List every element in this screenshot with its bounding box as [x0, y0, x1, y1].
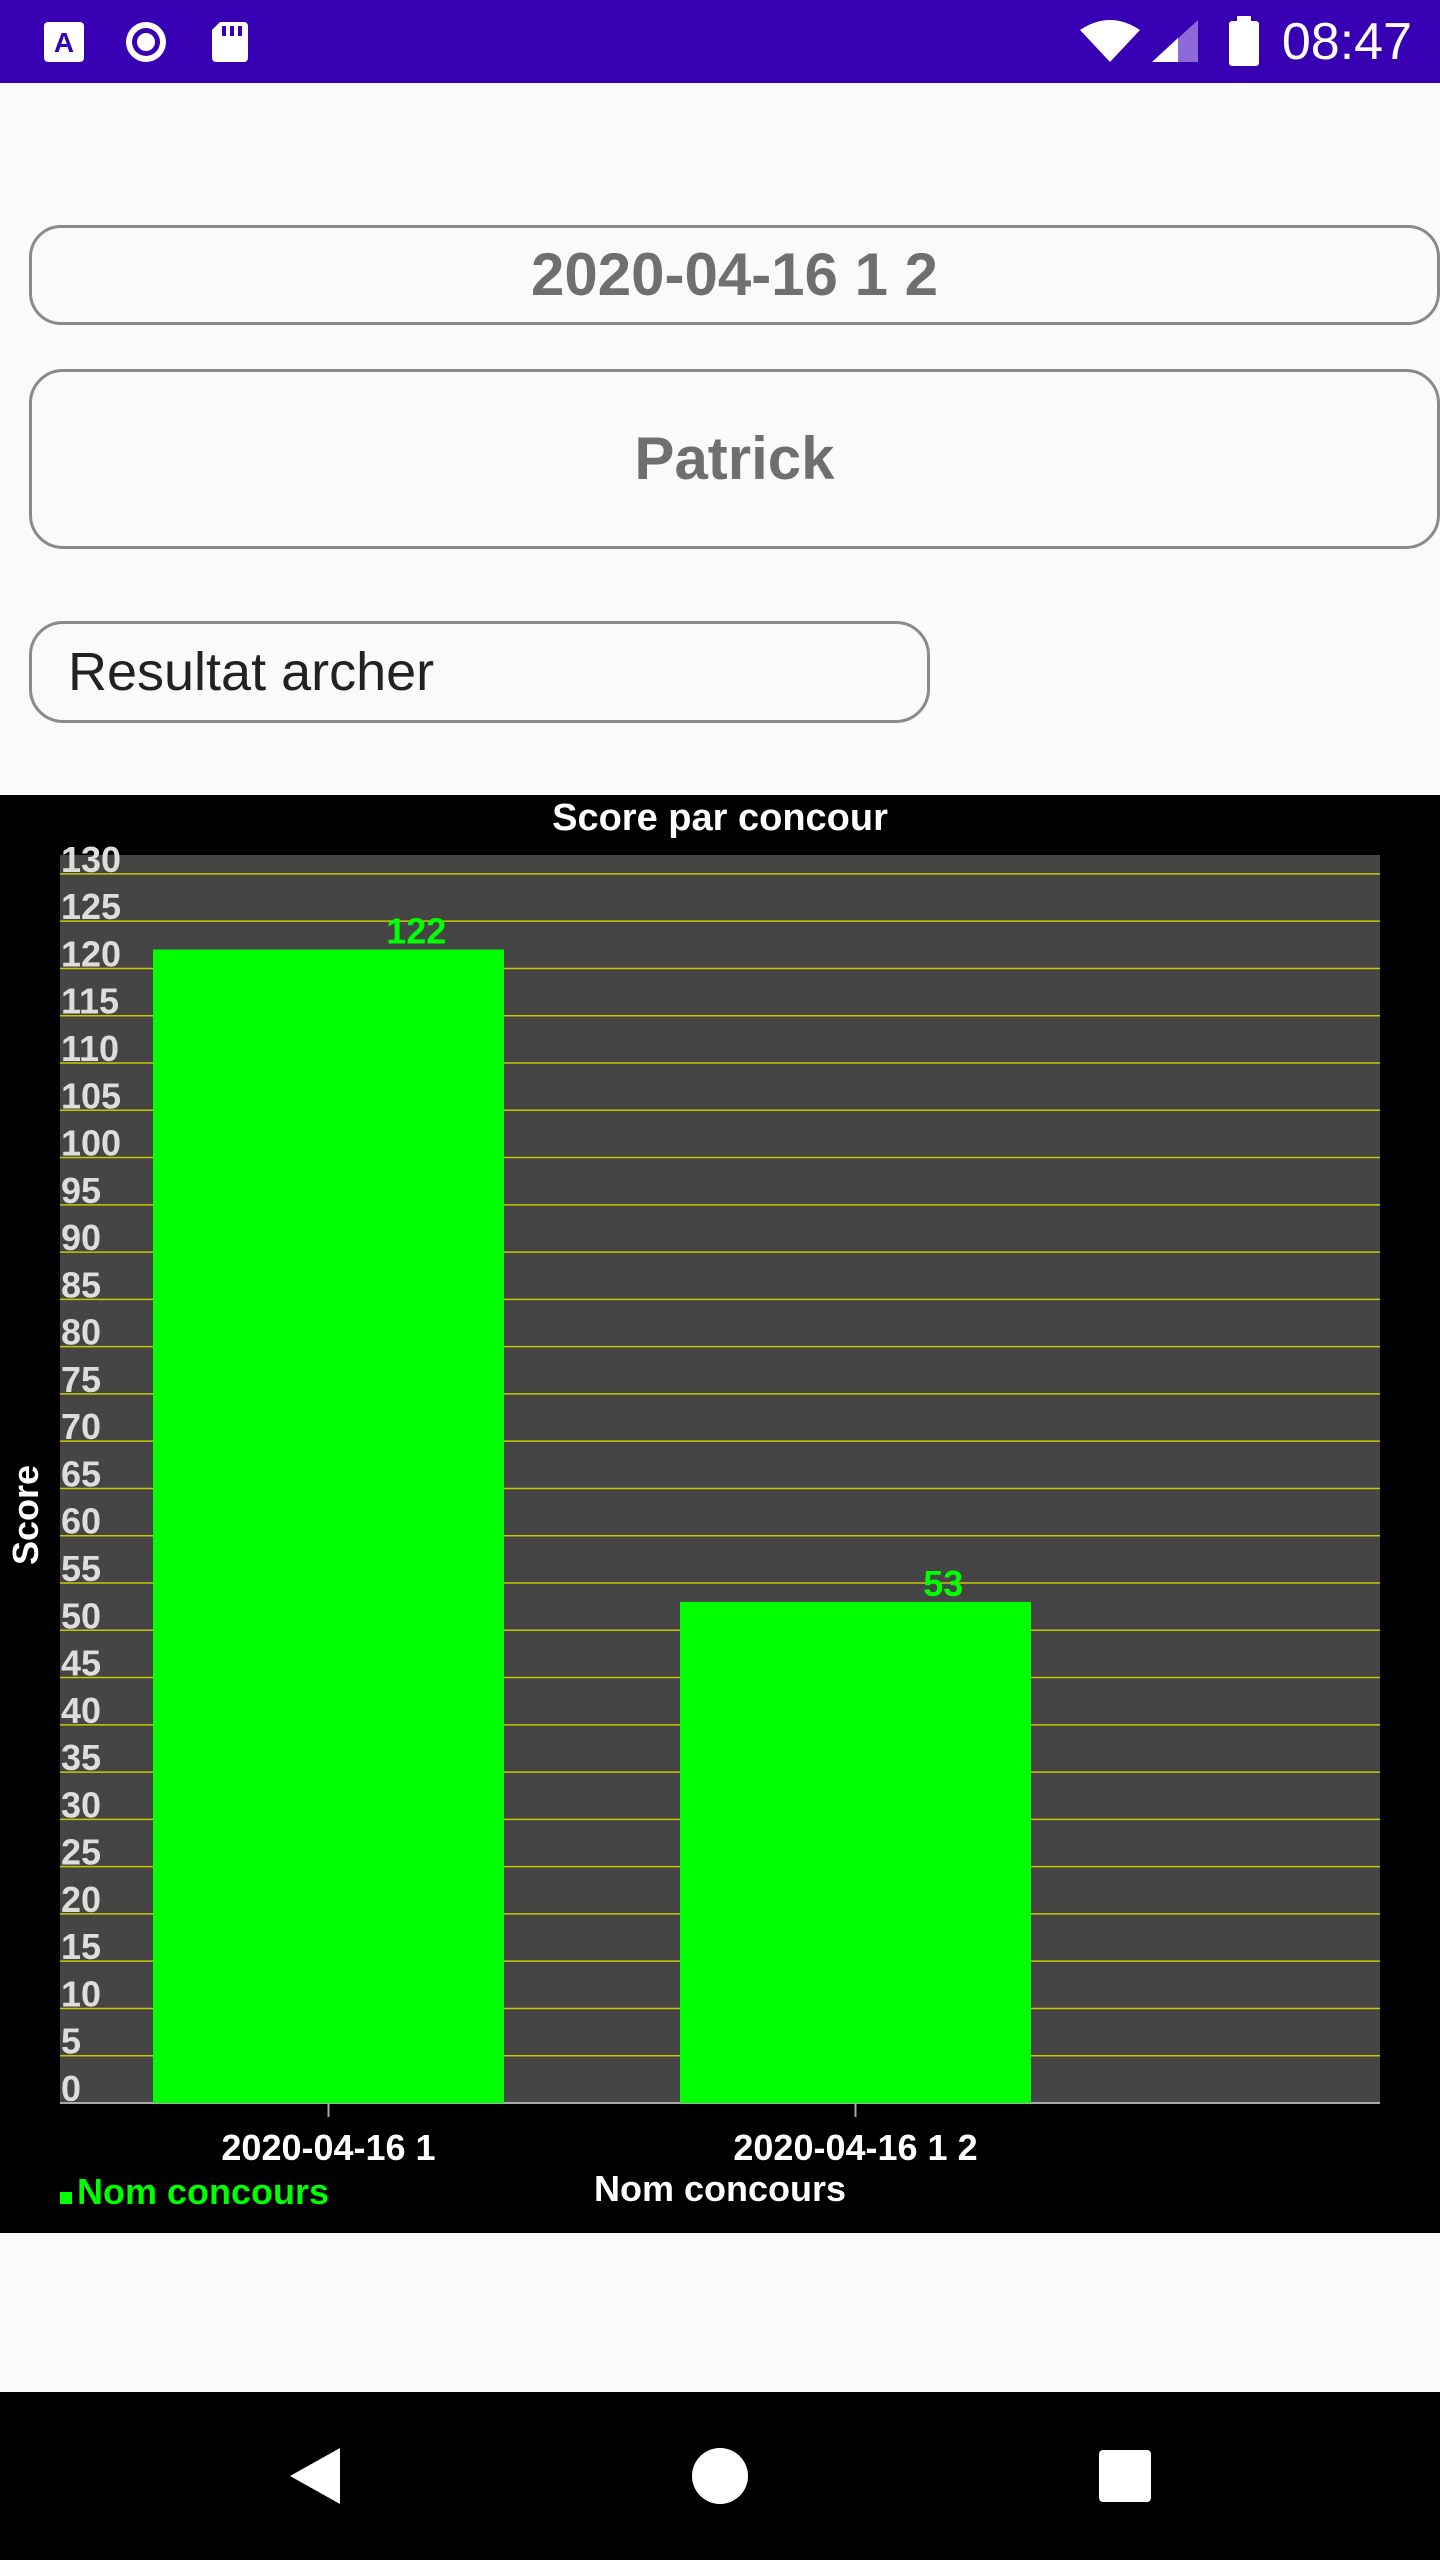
x-tick-label: 2020-04-16 1	[221, 2127, 435, 2168]
y-tick-label: 65	[61, 1453, 101, 1494]
bar	[680, 1601, 1031, 2103]
bar	[153, 949, 504, 2104]
bar-chart-svg: Score par concour 0 5 10 15 20 25 30 35 40 45 50 55 6…	[5, 797, 1380, 2212]
legend-swatch	[60, 2192, 72, 2204]
navigation-bar	[0, 2392, 1440, 2560]
y-tick-label: 35	[61, 1737, 101, 1778]
chart-title: Score par concour	[552, 797, 888, 839]
back-icon[interactable]	[278, 2436, 358, 2516]
y-tick-label: 105	[61, 1075, 121, 1116]
y-tick-label: 50	[61, 1595, 101, 1636]
y-tick-label: 30	[61, 1784, 101, 1825]
cell-signal-icon	[1152, 20, 1198, 62]
x-axis-label: Nom concours	[594, 2168, 846, 2209]
y-tick-label: 0	[61, 2068, 81, 2109]
y-tick-label: 15	[61, 1926, 101, 1967]
home-icon[interactable]	[680, 2436, 760, 2516]
y-tick-label: 80	[61, 1312, 101, 1353]
y-tick-label: 75	[61, 1359, 101, 1400]
y-axis-label: Score	[5, 1465, 46, 1565]
score-chart: Score par concour 0 5 10 15 20 25 30 35 40 45 50 55 6…	[0, 795, 1440, 2233]
svg-text:A: A	[54, 27, 74, 58]
y-tick-label: 20	[61, 1879, 101, 1920]
y-tick-label: 125	[61, 886, 121, 927]
battery-icon	[1229, 16, 1259, 66]
y-tick-label: 10	[61, 1973, 101, 2014]
legend-label: Nom concours	[77, 2171, 329, 2212]
y-tick-label: 120	[61, 933, 121, 974]
recents-icon[interactable]	[1085, 2436, 1165, 2516]
y-tick-label: 85	[61, 1264, 101, 1305]
y-tick-label: 40	[61, 1690, 101, 1731]
archer-field[interactable]: Patrick	[29, 369, 1440, 549]
wifi-icon	[1080, 20, 1140, 62]
result-archer-button[interactable]: Resultat archer	[29, 621, 930, 723]
sd-card-icon	[212, 22, 248, 62]
y-tick-label: 130	[61, 839, 121, 880]
y-tick-label: 95	[61, 1170, 101, 1211]
status-time: 08:47	[1281, 13, 1412, 71]
y-tick-label: 5	[61, 2021, 81, 2062]
status-bar: A 08:47	[0, 0, 1440, 83]
y-tick-label: 60	[61, 1501, 101, 1542]
date-field[interactable]: 2020-04-16 1 2	[29, 225, 1440, 325]
a-notification-icon: A	[44, 22, 84, 62]
y-tick-label: 25	[61, 1832, 101, 1873]
y-tick-label: 55	[61, 1548, 101, 1589]
y-tick-label: 90	[61, 1217, 101, 1258]
bar-value-label: 122	[386, 911, 446, 952]
y-tick-label: 100	[61, 1123, 121, 1164]
record-icon	[126, 22, 166, 62]
x-tick-label: 2020-04-16 1 2	[733, 2127, 977, 2168]
bar-value-label: 53	[923, 1563, 963, 1604]
y-tick-label: 45	[61, 1643, 101, 1684]
y-tick-label: 70	[61, 1406, 101, 1447]
y-tick-label: 110	[61, 1028, 119, 1069]
y-tick-label: 115	[61, 981, 119, 1022]
